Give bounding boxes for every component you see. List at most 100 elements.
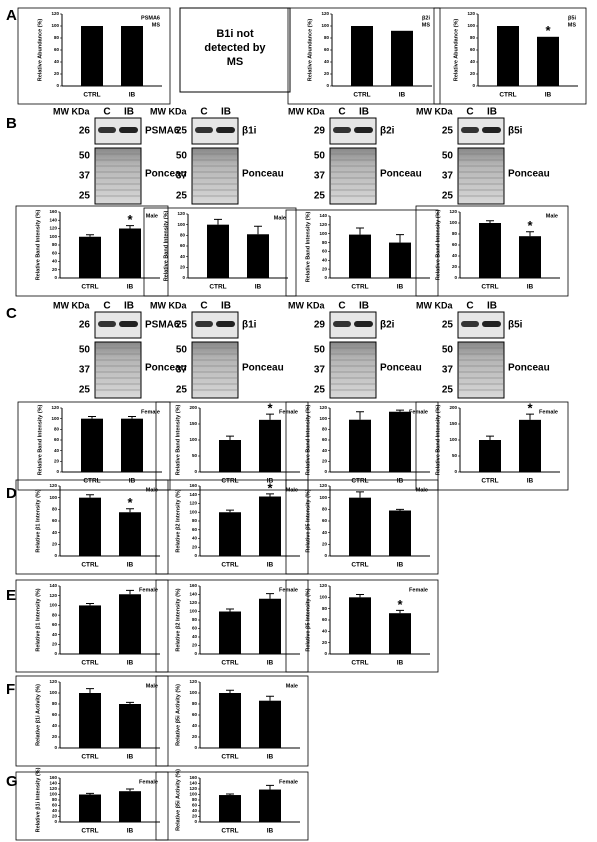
bar — [537, 36, 559, 86]
y-tick-label: 50 — [452, 453, 458, 458]
y-tick-label: 0 — [324, 469, 327, 474]
band — [216, 127, 235, 133]
x-tick-label: IB — [127, 562, 134, 569]
x-tick-label: CTRL — [81, 660, 98, 667]
y-tick-label: 100 — [189, 690, 197, 695]
x-tick-label: IB — [399, 92, 406, 99]
bar — [79, 497, 101, 556]
annotation: Female — [409, 587, 428, 593]
error-bar — [396, 609, 404, 614]
error-bar — [254, 225, 262, 235]
protein-label: β1i — [242, 126, 257, 137]
panel-letter: A — [6, 7, 17, 24]
mw-label: MW KDa — [53, 300, 90, 310]
y-tick-label: 0 — [194, 651, 197, 656]
chart-frame — [17, 7, 171, 105]
error-bar — [486, 220, 494, 223]
y-axis-label: Relative β1i Activity (%) — [35, 684, 41, 746]
band — [98, 127, 116, 133]
y-axis-label: Relative β5 Intensity (%) — [305, 588, 311, 651]
y-tick-label: 40 — [324, 59, 330, 64]
band-mw: 26 — [79, 320, 91, 331]
y-tick-label: 0 — [54, 553, 57, 558]
y-tick-label: 80 — [324, 35, 330, 40]
error-bar — [86, 234, 94, 237]
y-axis-label: Relative β5 Intensity (%) — [305, 489, 311, 552]
bar — [79, 794, 101, 822]
error-bar — [356, 411, 364, 420]
y-tick-label: 60 — [322, 249, 328, 254]
error-bar — [526, 413, 534, 420]
chart-frame — [415, 401, 569, 491]
y-tick-label: 40 — [322, 629, 328, 634]
bar — [389, 411, 411, 472]
bar — [479, 440, 501, 472]
bar — [519, 236, 541, 278]
y-tick-label: 40 — [192, 634, 198, 639]
error-bar — [266, 695, 274, 701]
bar — [479, 223, 501, 278]
y-tick-label: 40 — [452, 253, 458, 258]
x-tick-label: IB — [127, 284, 134, 291]
y-tick-label: 0 — [324, 553, 327, 558]
ponceau-label: Ponceau — [242, 363, 284, 374]
y-tick-label: 100 — [49, 234, 57, 239]
y-tick-label: 40 — [192, 536, 198, 541]
y-tick-label: 100 — [49, 792, 57, 797]
band — [461, 321, 479, 327]
band-mw: 25 — [442, 126, 454, 137]
y-tick-label: 100 — [49, 603, 57, 608]
bar — [349, 497, 371, 556]
band-mw: 25 — [176, 126, 188, 137]
ponceau-mw: 37 — [442, 365, 454, 376]
panel-letter: F — [6, 681, 15, 698]
y-tick-label: 120 — [319, 583, 327, 588]
ponceau-mw: 25 — [176, 385, 188, 396]
ponceau-label: Ponceau — [145, 169, 187, 180]
y-tick-label: 140 — [189, 492, 197, 497]
bar — [219, 611, 241, 654]
y-tick-label: 50 — [192, 453, 198, 458]
panel-letter: C — [6, 305, 17, 322]
mw-label: MW KDa — [416, 300, 453, 310]
y-tick-label: 120 — [189, 501, 197, 506]
bar — [389, 510, 411, 556]
ponceau-mw: 37 — [79, 171, 91, 182]
y-tick-label: 60 — [324, 47, 330, 52]
band-mw: 29 — [314, 126, 326, 137]
y-tick-label: 100 — [189, 792, 197, 797]
chart-frame — [15, 579, 169, 673]
y-tick-label: 40 — [192, 808, 198, 813]
annotation: Male — [286, 487, 298, 493]
y-tick-label: 40 — [54, 448, 60, 453]
lane-label: C — [103, 301, 110, 312]
y-axis-label: Relative Abundance (%) — [453, 19, 459, 82]
error-bar — [86, 792, 94, 795]
chart-frame — [143, 207, 297, 297]
y-tick-label: 60 — [52, 622, 58, 627]
y-tick-label: 100 — [49, 690, 57, 695]
y-tick-label: 40 — [52, 723, 58, 728]
y-tick-label: 60 — [452, 242, 458, 247]
ponceau-box — [191, 147, 239, 205]
ponceau-mw: 37 — [176, 171, 188, 182]
y-tick-label: 40 — [52, 530, 58, 535]
chart-frame — [15, 205, 169, 297]
note-text: MS — [227, 56, 244, 68]
mw-label: MW KDa — [288, 300, 325, 310]
band-mw: 26 — [79, 126, 91, 137]
band — [354, 321, 373, 327]
y-axis-label: Relative β2 Intensity (%) — [175, 588, 181, 651]
x-tick-label: IB — [397, 562, 404, 569]
band — [119, 321, 138, 327]
bar — [79, 236, 101, 278]
x-tick-label: CTRL — [81, 828, 98, 835]
significance: * — [267, 401, 273, 416]
annotation: Male — [146, 213, 158, 219]
lane-label: IB — [221, 107, 231, 118]
y-tick-label: 20 — [54, 459, 60, 464]
y-tick-label: 120 — [189, 600, 197, 605]
y-axis-label: Relative Band Intensity (%) — [37, 405, 43, 476]
ponceau-mw: 37 — [314, 365, 326, 376]
